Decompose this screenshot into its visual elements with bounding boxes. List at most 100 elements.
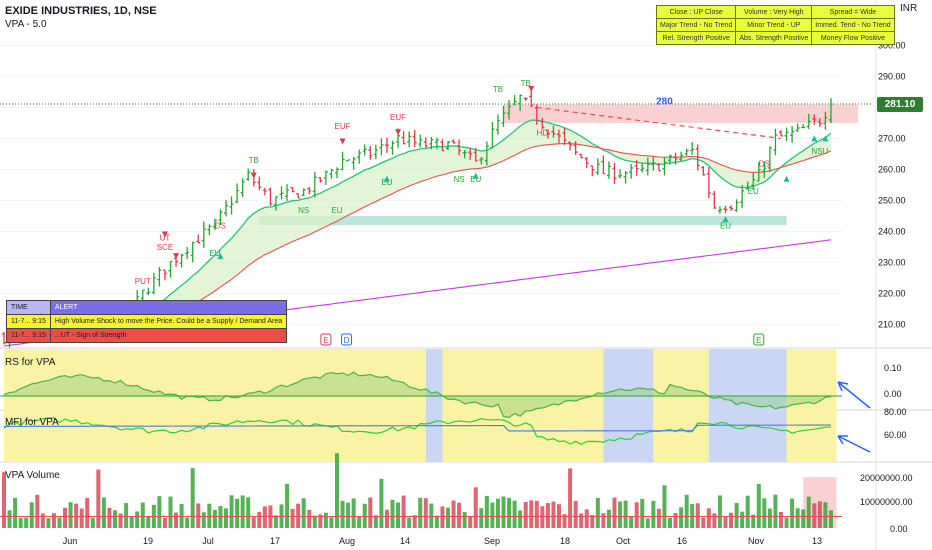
volume-bar xyxy=(512,500,517,528)
symbol-title[interactable]: EXIDE INDUSTRIES, 1D, NSE xyxy=(5,5,157,17)
volume-bar xyxy=(568,468,573,528)
mfi-tick-label: 60.00 xyxy=(884,430,907,440)
volume-bar xyxy=(129,516,134,528)
indicator-band xyxy=(442,349,604,462)
rs-tick-label: 0.00 xyxy=(884,389,902,399)
volume-bar xyxy=(662,485,667,528)
indicator-name[interactable]: VPA - 5.0 xyxy=(5,19,47,30)
volume-bar xyxy=(767,508,772,528)
signal-triangle xyxy=(783,175,790,182)
volume-bar xyxy=(368,497,373,528)
signal-label: EU xyxy=(209,249,220,258)
volume-bar xyxy=(529,500,534,528)
volume-bar xyxy=(235,498,240,528)
info-cell: Minor Trend - UP xyxy=(735,18,813,32)
volume-bar xyxy=(373,515,378,528)
volume-bar xyxy=(296,503,301,528)
time-tick-label: 17 xyxy=(270,536,280,546)
volume-bar xyxy=(307,509,312,528)
volume-bar xyxy=(74,503,79,528)
volume-bar xyxy=(601,513,606,528)
signal-triangle xyxy=(383,175,390,182)
volume-bar xyxy=(290,508,295,528)
time-tick-label: Jul xyxy=(202,536,214,546)
volume-bar xyxy=(396,502,401,528)
volume-bar xyxy=(668,517,672,528)
ema-cloud xyxy=(4,120,831,343)
volume-bar xyxy=(479,508,484,528)
volume-tick-label: 20000000.00 xyxy=(860,473,913,483)
volume-bar xyxy=(734,502,739,528)
volume-bar xyxy=(612,497,617,528)
event-marker xyxy=(341,333,353,346)
volume-bar xyxy=(429,503,434,528)
volume-bar xyxy=(756,484,761,528)
signal-triangle xyxy=(528,85,535,92)
volume-tick-label: 10000000.00 xyxy=(860,497,913,507)
volume-bar xyxy=(18,518,23,528)
volume-bar xyxy=(679,507,684,528)
mfi-tick-label: 80.00 xyxy=(884,407,907,417)
signal-label: DS xyxy=(215,221,226,230)
price-tick-label: 230.00 xyxy=(878,257,906,267)
volume-bar xyxy=(623,500,628,528)
signal-label: TB xyxy=(249,156,259,165)
signal-label: EU xyxy=(381,178,392,187)
signal-label: NSU xyxy=(811,147,828,156)
volume-bar xyxy=(729,512,734,528)
volume-bar xyxy=(362,503,367,528)
signal-label: EU xyxy=(470,175,481,184)
signal-triangle xyxy=(472,172,479,179)
signal-label: HD xyxy=(537,128,549,137)
volume-bar xyxy=(351,498,356,528)
time-tick-label: 13 xyxy=(812,536,822,546)
volume-bar xyxy=(523,502,528,528)
volume-bar xyxy=(745,495,750,528)
volume-bar xyxy=(828,510,833,528)
info-cell: Money Flow Positive xyxy=(811,31,895,45)
volume-bar xyxy=(346,502,351,528)
supply-zone xyxy=(503,104,858,123)
volume-bar xyxy=(823,502,828,528)
volume-bar xyxy=(762,498,767,528)
volume-bar xyxy=(473,487,478,528)
time-tick-label: Nov xyxy=(748,536,765,546)
volume-bar xyxy=(695,503,700,528)
signal-label: EU xyxy=(748,187,759,196)
time-tick-label: 18 xyxy=(560,536,570,546)
volume-bar xyxy=(162,517,167,528)
volume-bar xyxy=(423,498,428,528)
volume-bar xyxy=(817,501,822,528)
volume-bar xyxy=(717,495,722,528)
info-cell: Close : UP Close xyxy=(655,5,737,19)
last-price-badge: 281.10 xyxy=(877,97,923,112)
volume-bar xyxy=(323,512,328,528)
volume-bar xyxy=(684,494,689,528)
volume-bar xyxy=(63,507,68,528)
signal-triangle xyxy=(250,172,257,179)
price-tick-label: 270.00 xyxy=(878,133,906,143)
info-cell: Immed. Tend - No Trend xyxy=(811,18,895,32)
indicator-band xyxy=(708,349,787,462)
time-tick-label: 19 xyxy=(143,536,153,546)
volume-bar xyxy=(212,509,217,528)
volume-bar xyxy=(168,496,173,528)
volume-bar xyxy=(246,497,251,528)
volume-bar xyxy=(573,500,578,528)
volume-bar xyxy=(301,498,306,528)
volume-bar xyxy=(90,517,95,528)
demand-zone xyxy=(259,215,787,226)
event-marker xyxy=(753,333,765,346)
volume-bar xyxy=(507,497,512,528)
signal-label: TB xyxy=(493,85,503,94)
volume-bar xyxy=(468,516,473,528)
price-tick-label: 250.00 xyxy=(878,195,906,205)
volume-bar xyxy=(773,494,778,528)
volume-bar xyxy=(390,499,395,528)
volume-bar xyxy=(495,498,500,528)
volume-bar xyxy=(451,500,456,528)
volume-bar xyxy=(606,509,611,528)
volume-bar xyxy=(784,517,789,528)
